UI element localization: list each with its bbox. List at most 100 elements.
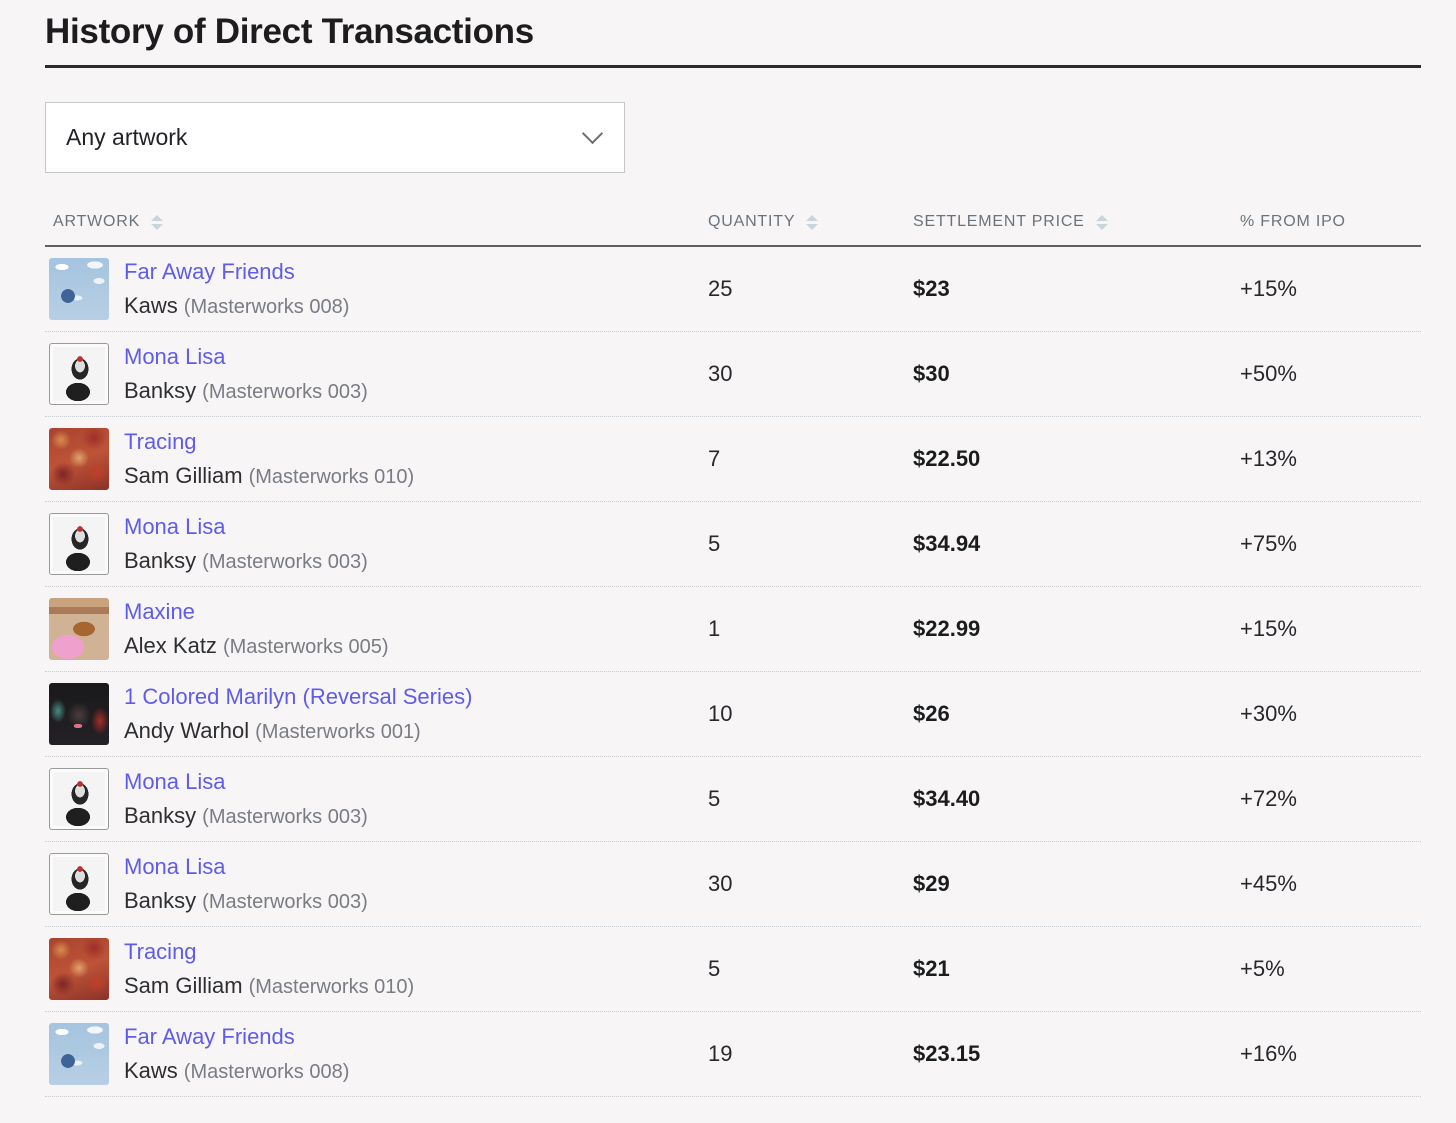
table-row: Tracing Sam Gilliam (Masterworks 010) 7 $…	[45, 417, 1421, 502]
column-header-artwork-label: ARTWORK	[53, 213, 141, 230]
artwork-cell: Far Away Friends Kaws (Masterworks 008)	[49, 1020, 708, 1089]
artwork-artist: Sam Gilliam	[124, 972, 243, 998]
artwork-thumbnail[interactable]	[49, 428, 109, 490]
table-row: Mona Lisa Banksy (Masterworks 003) 30 $29…	[45, 842, 1421, 927]
artwork-series: (Masterworks 008)	[183, 1060, 350, 1083]
quantity-cell: 25	[708, 276, 733, 301]
quantity-cell: 10	[708, 701, 733, 726]
artwork-title-link[interactable]: Tracing	[124, 428, 197, 454]
artwork-thumbnail[interactable]	[49, 1023, 109, 1085]
artwork-title-link[interactable]: Mona Lisa	[124, 768, 226, 794]
from-ipo-cell: +13%	[1240, 446, 1297, 471]
artwork-thumbnail[interactable]	[49, 258, 109, 320]
artwork-thumbnail[interactable]	[49, 598, 109, 660]
artwork-filter-select[interactable]: Any artwork	[45, 102, 625, 173]
settlement-price-cell: $29	[913, 871, 950, 896]
column-header-from-ipo: % FROM IPO	[1240, 213, 1421, 231]
artwork-artist: Banksy	[124, 547, 197, 573]
artwork-title-link[interactable]: Mona Lisa	[124, 513, 226, 539]
artwork-series: (Masterworks 010)	[248, 975, 415, 998]
artwork-artist: Banksy	[124, 377, 197, 403]
sort-icon[interactable]	[151, 214, 164, 230]
artwork-thumbnail[interactable]	[49, 853, 109, 915]
settlement-price-cell: $34.94	[913, 531, 981, 556]
settlement-price-cell: $34.40	[913, 786, 981, 811]
artwork-thumbnail[interactable]	[49, 513, 109, 575]
artwork-series: (Masterworks 005)	[222, 635, 389, 658]
column-header-quantity[interactable]: QUANTITY	[708, 213, 913, 231]
table-row: 1 Colored Marilyn (Reversal Series) Andy…	[45, 672, 1421, 757]
from-ipo-cell: +16%	[1240, 1041, 1297, 1066]
artwork-cell: Tracing Sam Gilliam (Masterworks 010)	[49, 935, 708, 1004]
artwork-series: (Masterworks 003)	[202, 805, 368, 828]
quantity-cell: 5	[708, 531, 721, 556]
quantity-cell: 1	[708, 616, 721, 641]
quantity-cell: 5	[708, 786, 721, 811]
artwork-series: (Masterworks 003)	[202, 890, 368, 913]
table-row: Mona Lisa Banksy (Masterworks 003) 5 $34.…	[45, 757, 1421, 842]
artwork-cell: Mona Lisa Banksy (Masterworks 003)	[49, 340, 708, 409]
sort-icon[interactable]	[806, 214, 819, 230]
artwork-filter-value: Any artwork	[66, 124, 188, 150]
artwork-cell: Maxine Alex Katz (Masterworks 005)	[49, 595, 708, 664]
table-row: Tracing Sam Gilliam (Masterworks 010) 5 $…	[45, 927, 1421, 1012]
from-ipo-cell: +50%	[1240, 361, 1297, 386]
artwork-title-link[interactable]: Mona Lisa	[124, 853, 226, 879]
column-header-from-ipo-label: % FROM IPO	[1240, 213, 1346, 230]
artwork-artist: Andy Warhol	[124, 717, 250, 743]
settlement-price-cell: $21	[913, 956, 950, 981]
artwork-cell: Mona Lisa Banksy (Masterworks 003)	[49, 765, 708, 834]
table-header: ARTWORK QUANTITY SETTLEMENT PRICE % FROM…	[45, 199, 1421, 247]
artwork-artist: Banksy	[124, 887, 197, 913]
page-title: History of Direct Transactions	[45, 12, 534, 51]
artwork-series: (Masterworks 010)	[248, 465, 415, 488]
from-ipo-cell: +72%	[1240, 786, 1297, 811]
artwork-artist: Alex Katz	[124, 632, 217, 658]
artwork-thumbnail[interactable]	[49, 683, 109, 745]
artwork-series: (Masterworks 003)	[202, 550, 368, 573]
quantity-cell: 7	[708, 446, 721, 471]
artwork-title-link[interactable]: Mona Lisa	[124, 343, 226, 369]
chevron-down-icon	[581, 122, 604, 145]
artwork-title-link[interactable]: Far Away Friends	[124, 258, 295, 284]
artwork-title-link[interactable]: Maxine	[124, 598, 195, 624]
sort-icon[interactable]	[1095, 214, 1108, 230]
artwork-cell: Tracing Sam Gilliam (Masterworks 010)	[49, 425, 708, 494]
artwork-thumbnail[interactable]	[49, 343, 109, 405]
from-ipo-cell: +30%	[1240, 701, 1297, 726]
from-ipo-cell: +15%	[1240, 616, 1297, 641]
artwork-thumbnail[interactable]	[49, 938, 109, 1000]
table-row: Maxine Alex Katz (Masterworks 005) 1 $22.…	[45, 587, 1421, 672]
from-ipo-cell: +45%	[1240, 871, 1297, 896]
artwork-thumbnail[interactable]	[49, 768, 109, 830]
artwork-cell: 1 Colored Marilyn (Reversal Series) Andy…	[49, 680, 708, 749]
quantity-cell: 30	[708, 361, 733, 386]
artwork-title-link[interactable]: Tracing	[124, 938, 197, 964]
table-row: Mona Lisa Banksy (Masterworks 003) 5 $34.…	[45, 502, 1421, 587]
table-row: Far Away Friends Kaws (Masterworks 008) 1…	[45, 1012, 1421, 1097]
settlement-price-cell: $23.15	[913, 1041, 981, 1066]
artwork-artist: Kaws	[124, 292, 178, 318]
artwork-cell: Mona Lisa Banksy (Masterworks 003)	[49, 850, 708, 919]
artwork-series: (Masterworks 008)	[183, 295, 350, 318]
table-row: Mona Lisa Banksy (Masterworks 003) 30 $30…	[45, 332, 1421, 417]
from-ipo-cell: +15%	[1240, 276, 1297, 301]
settlement-price-cell: $23	[913, 276, 950, 301]
artwork-artist: Banksy	[124, 802, 197, 828]
settlement-price-cell: $22.50	[913, 446, 981, 471]
column-header-settlement-price-label: SETTLEMENT PRICE	[913, 213, 1085, 230]
artwork-title-link[interactable]: Far Away Friends	[124, 1023, 295, 1049]
column-header-quantity-label: QUANTITY	[708, 213, 796, 230]
from-ipo-cell: +75%	[1240, 531, 1297, 556]
page-container: History of Direct Transactions Any artwo…	[45, 12, 1421, 1097]
table-body: Far Away Friends Kaws (Masterworks 008) 2…	[45, 247, 1421, 1097]
column-header-settlement-price[interactable]: SETTLEMENT PRICE	[913, 213, 1240, 231]
artwork-series: (Masterworks 003)	[202, 380, 368, 403]
artwork-artist: Sam Gilliam	[124, 462, 243, 488]
table-row: Far Away Friends Kaws (Masterworks 008) 2…	[45, 247, 1421, 332]
artwork-cell: Mona Lisa Banksy (Masterworks 003)	[49, 510, 708, 579]
artwork-title-link[interactable]: 1 Colored Marilyn (Reversal Series)	[124, 683, 473, 709]
settlement-price-cell: $26	[913, 701, 950, 726]
column-header-artwork[interactable]: ARTWORK	[53, 213, 708, 231]
settlement-price-cell: $22.99	[913, 616, 981, 641]
